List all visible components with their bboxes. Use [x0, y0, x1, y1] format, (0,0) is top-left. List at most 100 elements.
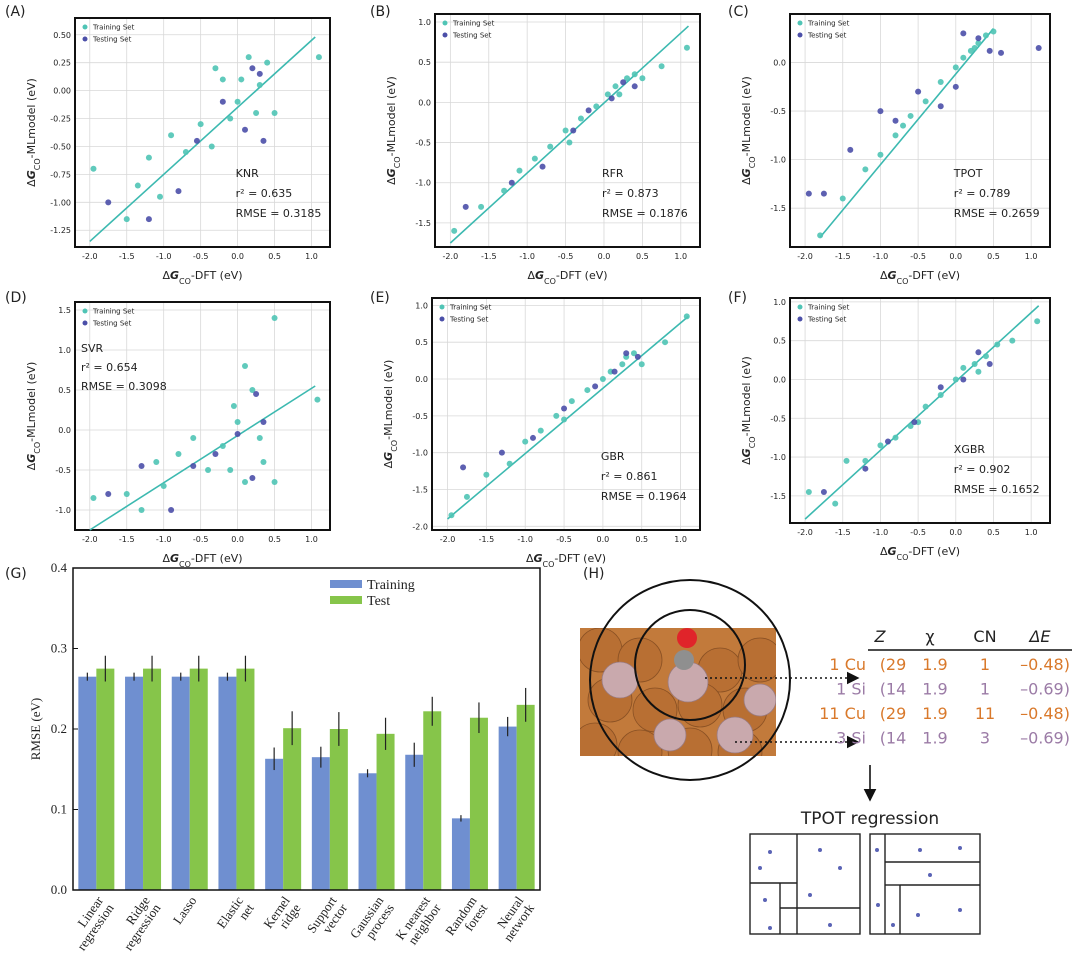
stat-annotation: r² = 0.861 [601, 470, 658, 483]
point [212, 65, 219, 72]
plot-frame [74, 17, 331, 248]
point [937, 391, 944, 398]
label-part: G [382, 452, 395, 461]
legend-marker [442, 20, 448, 26]
x-tick-label: 0.0 [231, 535, 244, 544]
label-part: Δ [740, 457, 753, 465]
point [478, 203, 485, 210]
point [245, 54, 252, 61]
point [975, 40, 982, 47]
point [639, 75, 646, 82]
point [805, 488, 812, 495]
y-tick-label: 1.0 [58, 346, 71, 355]
point [123, 491, 130, 497]
point [584, 387, 591, 394]
legend-label: Training [367, 578, 415, 593]
x-tick-label: 0.0 [597, 535, 610, 544]
point [451, 227, 458, 234]
label-part: Δ [880, 269, 888, 282]
point [175, 451, 182, 457]
bar [218, 676, 237, 890]
table-cell: (29 [880, 655, 907, 674]
y-tick-label: 0.0 [415, 375, 428, 384]
panel-label: (F) [728, 290, 747, 306]
legend-swatch [330, 580, 362, 588]
point [862, 457, 869, 464]
point [138, 463, 145, 469]
legend-label: Testing Set [807, 32, 847, 40]
point [952, 64, 959, 71]
x-tick-label: -1.0 [156, 252, 172, 261]
point [907, 112, 914, 119]
x-tick-label: -1.5 [835, 252, 851, 261]
point [219, 443, 226, 449]
point [986, 47, 993, 54]
label-part: CO [179, 560, 191, 569]
point [568, 398, 575, 405]
fit-line [447, 315, 689, 520]
label-part: -MLmodel (eV) [382, 360, 395, 440]
legend-marker [82, 24, 88, 30]
x-tick-label: -0.5 [910, 528, 926, 537]
table-cell: 11 [975, 704, 995, 723]
point [105, 199, 112, 206]
point [960, 376, 967, 383]
label-part: G [25, 454, 38, 463]
point [238, 76, 245, 83]
y-tick-label: -1.0 [770, 453, 786, 462]
point [817, 232, 824, 239]
table-header: Z [874, 627, 887, 646]
label-part: CO [390, 440, 399, 452]
y-tick-label: 0.00 [53, 87, 71, 96]
point [805, 190, 812, 197]
point [960, 30, 967, 37]
point [448, 512, 455, 519]
point [561, 405, 568, 412]
point [952, 376, 959, 383]
label-part: Δ [526, 552, 534, 565]
panel-label: (H) [583, 566, 604, 582]
point [208, 143, 215, 150]
y-tick-label: -0.5 [770, 414, 786, 423]
label-part: G [887, 269, 896, 282]
point [877, 108, 884, 115]
label-part: CO [33, 158, 42, 170]
point [624, 75, 631, 82]
point [631, 71, 638, 78]
stat-annotation: r² = 0.654 [81, 361, 138, 374]
label-part: -DFT (eV) [191, 269, 243, 282]
y-tick-label: 1.0 [773, 298, 786, 307]
point [253, 109, 260, 116]
legend-marker [439, 316, 445, 322]
table-cell: 1 Cu [829, 655, 866, 674]
plot-frame [431, 297, 701, 531]
panel-label: (D) [5, 290, 27, 306]
label-part: CO [543, 560, 555, 569]
point [862, 465, 869, 472]
point [260, 459, 267, 465]
panel-label: (A) [5, 4, 26, 20]
point [990, 28, 997, 35]
x-tick-label: 0.5 [268, 252, 281, 261]
panel-label: (B) [370, 4, 391, 20]
y-tick-label: 0.3 [51, 641, 67, 656]
y-tick-label: 0.25 [53, 59, 71, 68]
point [892, 132, 899, 139]
label-part: G [170, 269, 179, 282]
point [105, 491, 112, 497]
point [197, 121, 204, 128]
y-tick-label: -1.0 [55, 506, 71, 515]
point [271, 479, 278, 485]
plot-frame [789, 13, 1051, 248]
legend-marker [797, 20, 803, 26]
y-tick-label: 0.0 [58, 426, 71, 435]
y-axis-label: ΔGCO-MLmodel (eV) [25, 78, 42, 187]
point [134, 182, 141, 189]
point [227, 115, 234, 122]
stat-annotation: GBR [601, 450, 625, 463]
bar [451, 818, 470, 890]
y-tick-label: -1.25 [50, 226, 71, 235]
point [612, 83, 619, 90]
y-tick-label: 0.5 [58, 386, 71, 395]
y-axis-label: ΔGCO-MLmodel (eV) [382, 360, 399, 469]
